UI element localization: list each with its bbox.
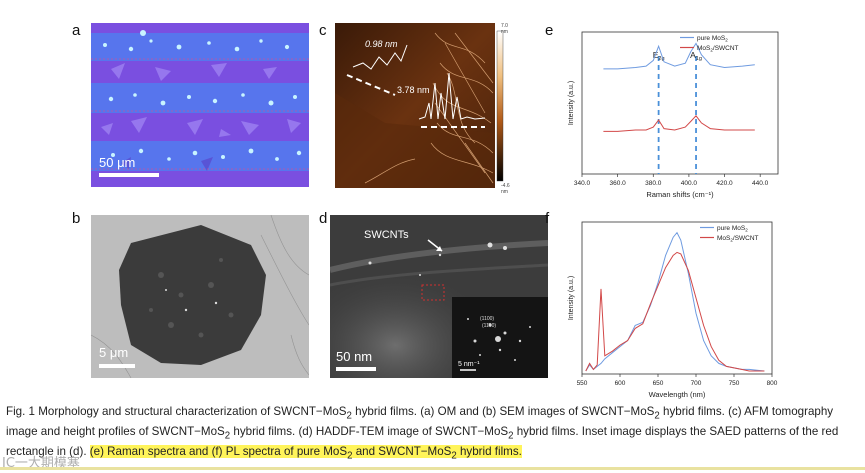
legend-entry: pure MoS2 <box>697 35 728 43</box>
plot-frame <box>581 221 773 375</box>
om-image: 50 μm <box>91 23 309 187</box>
pl-chart: 550 600 650 700 750 800 Wavelength (nm) Intensi… <box>568 221 778 399</box>
tem-image: SWCNTs 50 nm (1100) (11̄00) 5 nm⁻¹ <box>330 215 548 378</box>
caption-sub-3: 2 <box>224 430 231 442</box>
panel-c-letter: c <box>319 22 327 39</box>
series-line-mos2-swcnt <box>585 251 765 372</box>
panel-a-letter: a <box>72 22 81 39</box>
caption-sub-4: 2 <box>508 430 514 442</box>
x-tick-label: 380.0 <box>645 180 662 187</box>
x-tick-label: 420.0 <box>716 180 733 187</box>
caption-part-3: hybrid films. (c) AFM tomography image a… <box>6 405 834 438</box>
x-axis-label: Raman shifts (cm⁻¹) <box>646 190 714 199</box>
sem-scale-label: 5 μm <box>99 345 129 360</box>
afm-height-label-2: 3.78 nm <box>397 85 430 95</box>
series-line-pure-mos2 <box>585 231 765 372</box>
figure-caption: Fig. 1 Morphology and structural charact… <box>6 404 861 464</box>
tem-scale-label: 50 nm <box>336 349 373 364</box>
caption-sub-5: 2 <box>347 450 353 462</box>
afm-image: 0.98 nm 3.78 nm 7.0 nm -4.6 nm <box>335 23 513 195</box>
caption-sub-1: 2 <box>346 410 352 422</box>
panel-e-letter: e <box>545 22 554 39</box>
tem-scale-bar <box>336 367 376 371</box>
x-tick-label: 340.0 <box>574 180 591 187</box>
caption-hl-3: hybrid films. <box>456 444 522 458</box>
panel-b-letter: b <box>72 210 81 227</box>
series-line-mos2-swcnt <box>603 115 755 132</box>
saed-label-1: (1100) <box>480 316 495 322</box>
sem-image: 5 μm <box>91 215 309 378</box>
caption-hl-1: (e) Raman spectra and (f) PL spectra of … <box>89 444 348 458</box>
caption-part-2: hybrid films. (a) OM and (b) SEM images … <box>351 405 655 418</box>
sem-scale-bar <box>99 364 135 368</box>
series-line-pure-mos2 <box>603 42 755 70</box>
legend-entry: MoS2/SWCNT <box>717 235 759 243</box>
x-tick-label: 800 <box>767 380 778 387</box>
x-tick-label: 360.0 <box>609 180 626 187</box>
afm-colorbar-top: 7.0 nm <box>501 23 508 35</box>
afm-height-label-1: 0.98 nm <box>365 39 398 49</box>
y-axis-label: Intensity (a.u.) <box>568 81 575 125</box>
panel-d-letter: d <box>319 210 328 227</box>
x-tick-label: 440.0 <box>752 180 769 187</box>
saed-scale-label: 5 nm⁻¹ <box>458 361 480 368</box>
tem-swcnt-label: SWCNTs <box>364 229 409 241</box>
panel-f-letter: f <box>545 210 550 227</box>
legend-entry: pure MoS2 <box>717 225 748 233</box>
caption-part-5: hybrid films. Inset image displays the S… <box>6 424 839 458</box>
peak-label: A1g <box>690 50 702 62</box>
raman-chart: 340.0 360.0 380.0 400.0 420.0 440.0 Raman shif… <box>568 31 779 199</box>
caption-part-1: Fig. 1 Morphology and structural charact… <box>6 405 347 418</box>
caption-highlight: (e) Raman spectra and (f) PL spectra of … <box>89 444 522 462</box>
caption-part-4: hybrid films. (d) HADDF-TEM image of SWC… <box>230 424 509 438</box>
y-axis-label: Intensity (a.u.) <box>568 276 575 320</box>
x-tick-label: 600 <box>615 380 626 387</box>
caption-sub-6: 2 <box>451 450 457 462</box>
plot-frame <box>581 31 779 175</box>
om-scale-bar <box>99 173 159 177</box>
x-tick-label: 550 <box>577 380 588 387</box>
legend-entry: MoS2/SWCNT <box>697 45 739 53</box>
saed-label-2: (11̄00) <box>482 323 497 329</box>
afm-colorbar-bottom: -4.6 nm <box>501 183 510 195</box>
om-scale-label: 50 μm <box>99 155 136 170</box>
x-tick-label: 750 <box>729 380 740 387</box>
caption-hl-2: and SWCNT−MoS <box>352 444 452 458</box>
caption-sub-2: 2 <box>654 410 660 422</box>
x-axis-label: Wavelength (nm) <box>649 390 706 399</box>
x-tick-label: 400.0 <box>681 180 698 187</box>
bottom-divider <box>0 467 865 470</box>
x-tick-label: 650 <box>653 380 664 387</box>
x-tick-label: 700 <box>691 380 702 387</box>
